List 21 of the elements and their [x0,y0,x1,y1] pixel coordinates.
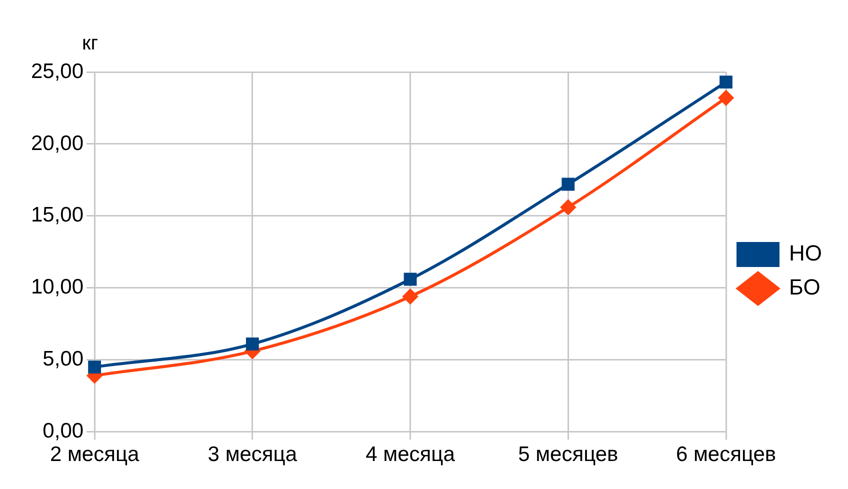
point [404,272,417,286]
point [560,200,576,215]
y-tick-label: 15,00 [30,204,84,227]
y-axis-title: кг [82,32,98,55]
y-tick-label: 20,00 [30,132,84,155]
x-tick-label: 6 месяцев [676,443,776,466]
y-tick-label: 0,00 [42,420,84,443]
x-tick-label: 5 месяцев [518,443,618,466]
point [246,338,259,350]
y-tick-label: 5,00 [42,348,84,371]
y-tick-label: 25,00 [30,60,84,83]
legend-label: НО [789,240,822,266]
point [402,289,418,304]
y-tick-label: 10,00 [30,276,84,299]
point [718,90,734,106]
x-tick-label: 4 месяца [366,443,456,466]
x-tick-label: 3 месяца [208,443,298,466]
legend-label: БО [789,274,820,300]
point [720,76,732,89]
point [562,178,575,191]
x-tick-label: 2 месяца [50,443,140,466]
